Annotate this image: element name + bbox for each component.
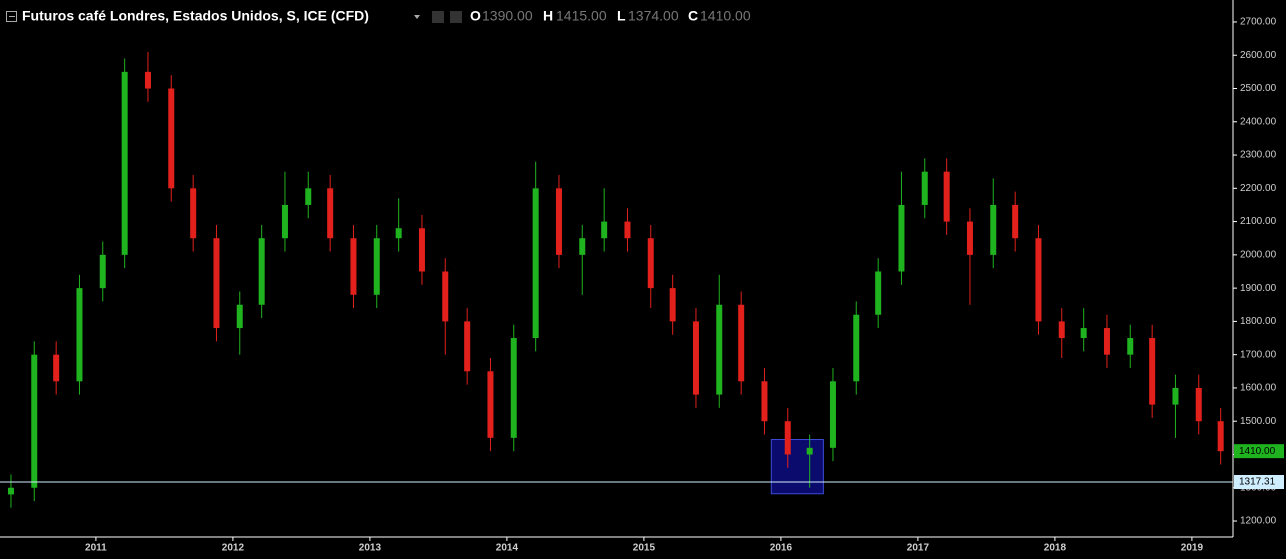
- candle-body: [144, 71, 151, 89]
- candle-body: [692, 321, 699, 395]
- settings-icon[interactable]: [432, 11, 444, 23]
- candle-body: [258, 238, 265, 305]
- candle-body: [53, 354, 60, 382]
- candle-body: [738, 304, 745, 382]
- y-tick-label: 2100.00: [1240, 216, 1277, 227]
- candle-body: [579, 238, 586, 255]
- candle-body: [1217, 421, 1224, 452]
- candle-body: [305, 188, 312, 205]
- candle-body: [236, 304, 243, 329]
- candle-body: [990, 204, 997, 255]
- x-tick-label: 2018: [1044, 543, 1067, 554]
- y-tick-label: 1800.00: [1240, 316, 1277, 327]
- candle-body: [373, 238, 380, 295]
- plot-area: [7, 51, 1224, 508]
- candle-body: [442, 271, 449, 322]
- x-tick-label: 2016: [770, 543, 793, 554]
- collapse-icon[interactable]: [6, 11, 17, 22]
- y-tick-label: 2000.00: [1240, 249, 1277, 260]
- close-value: 1410.00: [700, 8, 751, 24]
- candle-body: [601, 221, 608, 239]
- y-tick-label: 2300.00: [1240, 150, 1277, 161]
- candle-body: [1172, 387, 1179, 405]
- y-tick-label: 1900.00: [1240, 283, 1277, 294]
- visibility-icon[interactable]: [450, 11, 462, 23]
- candle-body: [921, 171, 928, 205]
- open-label: O: [470, 8, 481, 24]
- candle-body: [1103, 328, 1110, 355]
- x-tick-label: 2015: [633, 543, 656, 554]
- candle-body: [806, 447, 813, 455]
- dropdown-arrow[interactable]: [414, 15, 420, 19]
- y-tick-label: 1500.00: [1240, 416, 1277, 427]
- y-tick-label: 1200.00: [1240, 516, 1277, 527]
- x-tick-label: 2013: [359, 543, 382, 554]
- x-tick-label: 2017: [907, 543, 930, 554]
- chart-title: Futuros café Londres, Estados Unidos, S,…: [22, 8, 369, 24]
- hline-label-bg: [1234, 474, 1284, 489]
- low-value: 1374.00: [628, 8, 679, 24]
- low-label: L: [617, 8, 626, 24]
- candle-body: [966, 221, 973, 255]
- candle-body: [121, 71, 128, 255]
- candle-body: [1149, 338, 1156, 405]
- candle-body: [1035, 238, 1042, 322]
- candle-body: [327, 188, 334, 239]
- candle-body: [510, 338, 517, 438]
- candle-body: [784, 421, 791, 455]
- y-tick-label: 1600.00: [1240, 383, 1277, 394]
- high-value: 1415.00: [556, 8, 607, 24]
- candle-body: [1127, 338, 1134, 355]
- last-price-label: 1410.00: [1239, 446, 1276, 457]
- open-value: 1390.00: [482, 8, 533, 24]
- candle-body: [669, 288, 676, 322]
- candle-body: [1080, 328, 1087, 339]
- close-label: C: [688, 8, 698, 24]
- candle-body: [190, 188, 197, 239]
- candle-body: [853, 314, 860, 382]
- candle-body: [418, 228, 425, 272]
- candle-body: [1012, 204, 1019, 239]
- highlight-box: [770, 439, 824, 495]
- candle-body: [716, 304, 723, 395]
- candle-body: [624, 221, 631, 239]
- candle-body: [875, 271, 882, 315]
- x-tick-label: 2014: [496, 543, 519, 554]
- candle-body: [395, 228, 402, 239]
- y-tick-label: 2200.00: [1240, 183, 1277, 194]
- candle-body: [943, 171, 950, 222]
- candle-body: [7, 487, 14, 495]
- candle-body: [213, 238, 220, 329]
- candle-body: [532, 188, 539, 339]
- y-tick-label: 2500.00: [1240, 83, 1277, 94]
- candle-body: [555, 188, 562, 255]
- last-price-bg: [1234, 444, 1284, 459]
- y-tick-label: 1700.00: [1240, 349, 1277, 360]
- candle-body: [829, 381, 836, 448]
- candle-body: [281, 204, 288, 239]
- x-tick-label: 2011: [85, 543, 107, 554]
- high-label: H: [543, 8, 553, 24]
- candle-body: [168, 88, 175, 189]
- candle-body: [350, 238, 357, 295]
- candle-body: [99, 254, 106, 289]
- candle-body: [647, 238, 654, 289]
- x-tick-label: 2019: [1181, 543, 1204, 554]
- candle-body: [898, 204, 905, 272]
- candle-body: [464, 321, 471, 372]
- candle-body: [76, 288, 83, 382]
- y-tick-label: 2600.00: [1240, 50, 1277, 61]
- candle-body: [487, 371, 494, 438]
- y-tick-label: 2700.00: [1240, 17, 1277, 28]
- x-tick-label: 2012: [222, 543, 245, 554]
- candle-body: [31, 354, 38, 488]
- candle-body: [1195, 387, 1202, 422]
- hline-label: 1317.31: [1239, 477, 1276, 488]
- y-tick-label: 2400.00: [1240, 116, 1277, 127]
- candle-body: [761, 381, 768, 422]
- candle-body: [1058, 321, 1065, 339]
